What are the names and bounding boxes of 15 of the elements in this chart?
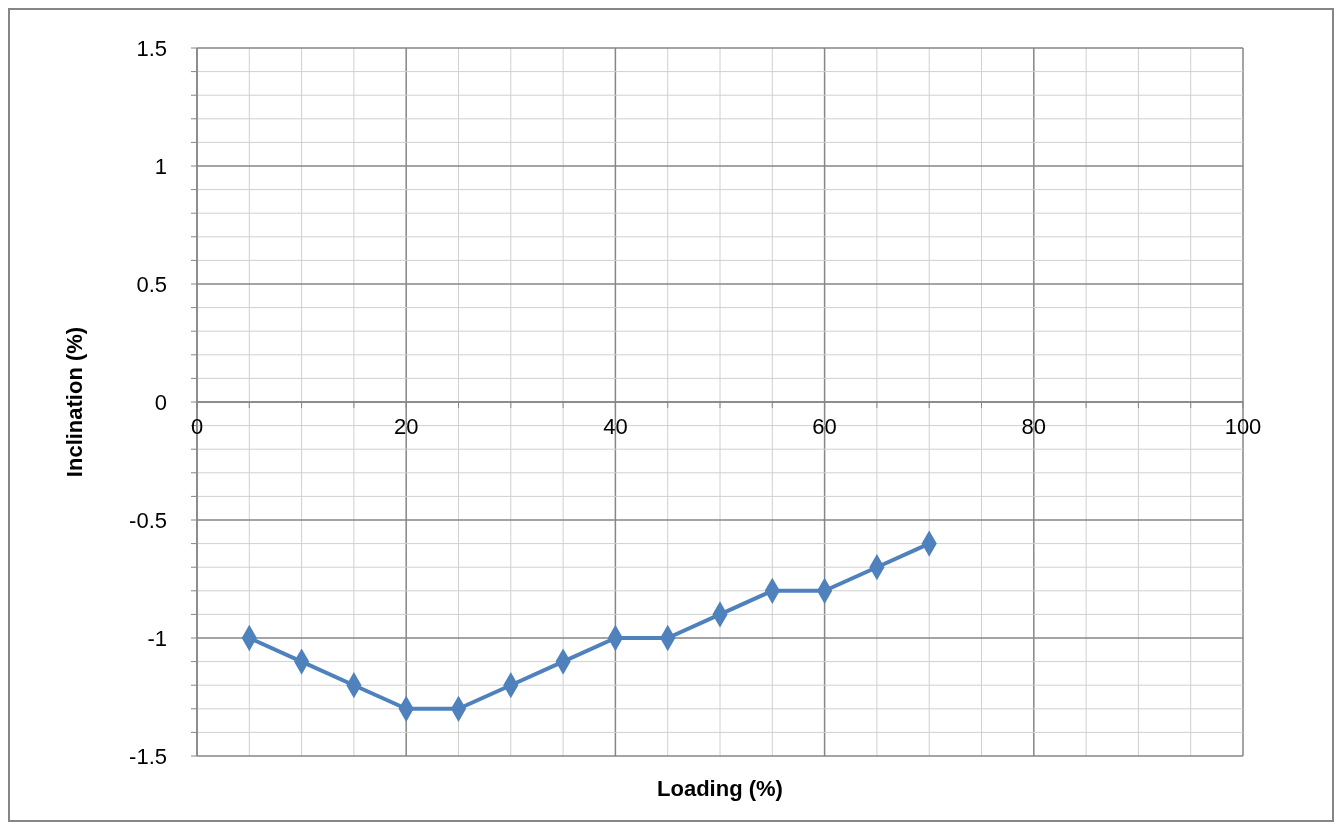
y-tick-label: 0.5 xyxy=(136,271,167,297)
x-tick-label: 80 xyxy=(1021,414,1047,439)
x-axis-title: Loading (%) xyxy=(657,776,783,801)
y-tick-label: 1 xyxy=(154,153,167,179)
y-tick-label: 1.5 xyxy=(136,35,167,61)
x-tick-label: 20 xyxy=(393,414,419,439)
x-tick-label: 0 xyxy=(190,414,204,439)
y-axis-title: Inclination (%) xyxy=(62,326,87,478)
y-tick-label: -0.5 xyxy=(129,507,167,533)
x-tick-label: 100 xyxy=(1224,414,1262,439)
x-tick-label: 60 xyxy=(812,414,837,439)
y-tick-label: -1 xyxy=(147,625,167,651)
x-tick-label: 40 xyxy=(603,414,628,439)
y-tick-label: 0 xyxy=(154,389,167,415)
y-tick-label: -1.5 xyxy=(129,743,167,769)
